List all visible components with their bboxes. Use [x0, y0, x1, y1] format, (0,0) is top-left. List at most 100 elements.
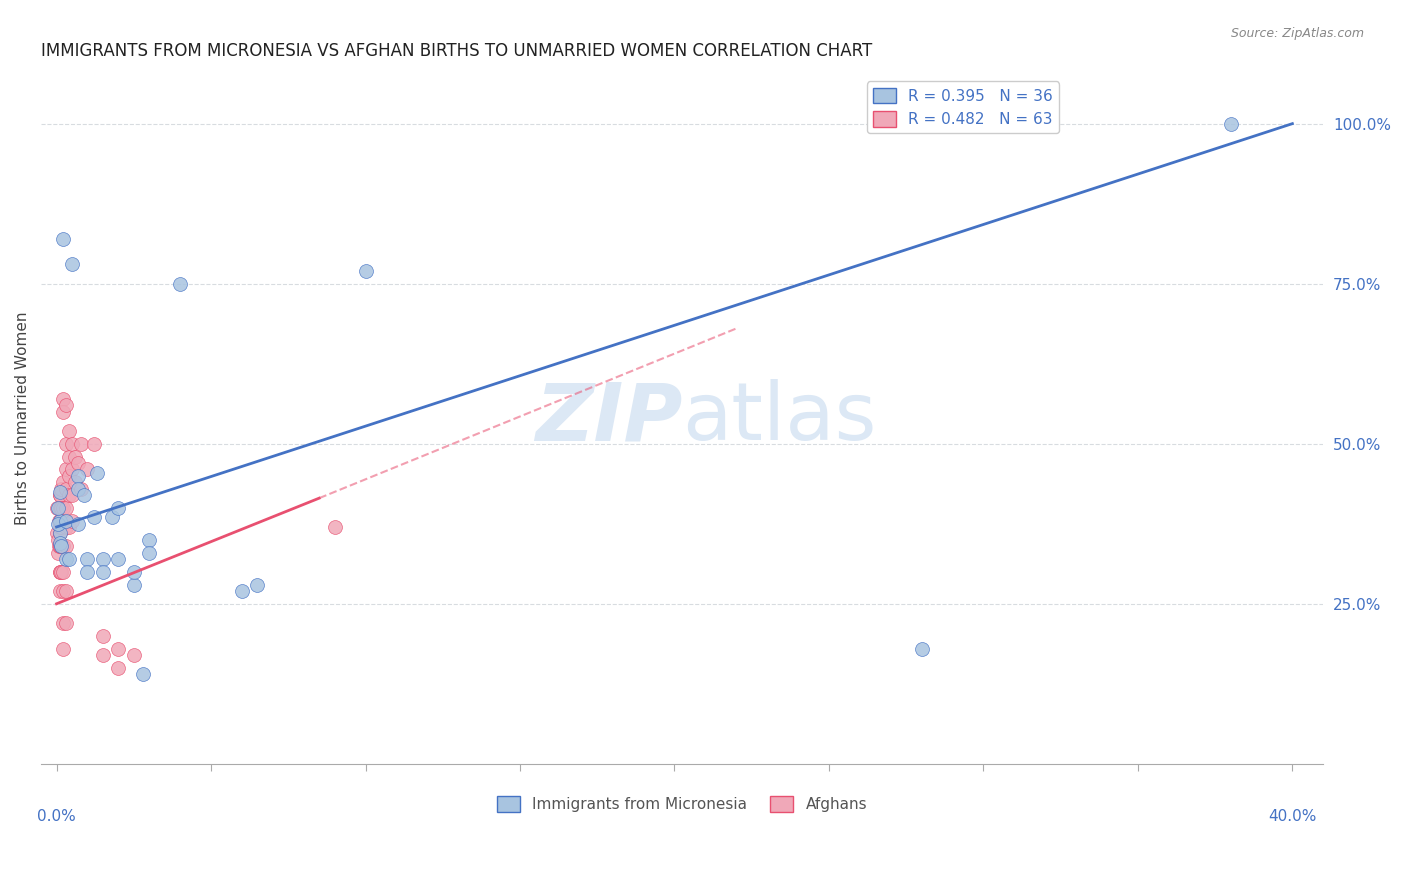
Point: [67, 468, 90, 483]
Point: [48, 514, 70, 528]
Point: [49, 488, 72, 502]
Point: [55, 514, 77, 528]
Point: [101, 510, 124, 524]
Point: [55, 552, 77, 566]
Point: [48, 514, 70, 528]
Point: [138, 533, 160, 547]
Point: [52, 565, 75, 579]
Point: [55, 482, 77, 496]
Point: [58, 450, 80, 464]
Point: [46, 526, 69, 541]
Point: [51, 539, 73, 553]
Point: [83, 436, 105, 450]
Point: [52, 514, 75, 528]
Point: [58, 552, 80, 566]
Point: [49, 520, 72, 534]
Point: [48, 514, 70, 528]
Point: [60, 258, 83, 272]
Point: [55, 462, 77, 476]
Point: [911, 641, 934, 656]
Point: [46, 533, 69, 547]
Point: [51, 565, 73, 579]
Point: [70, 436, 93, 450]
Legend: Immigrants from Micronesia, Afghans: Immigrants from Micronesia, Afghans: [491, 790, 873, 819]
Text: atlas: atlas: [682, 379, 876, 457]
Point: [48, 539, 70, 553]
Point: [58, 424, 80, 438]
Text: 40.0%: 40.0%: [1268, 809, 1316, 824]
Point: [52, 584, 75, 599]
Text: IMMIGRANTS FROM MICRONESIA VS AFGHAN BIRTHS TO UNMARRIED WOMEN CORRELATION CHART: IMMIGRANTS FROM MICRONESIA VS AFGHAN BIR…: [41, 42, 872, 60]
Point: [52, 405, 75, 419]
Point: [55, 500, 77, 515]
Point: [49, 500, 72, 515]
Point: [122, 648, 145, 662]
Point: [48, 526, 70, 541]
Point: [46, 516, 69, 531]
Point: [107, 552, 129, 566]
Point: [52, 392, 75, 406]
Point: [231, 584, 253, 599]
Point: [76, 462, 98, 476]
Point: [55, 436, 77, 450]
Point: [48, 584, 70, 599]
Point: [60, 462, 83, 476]
Point: [55, 584, 77, 599]
Point: [70, 482, 93, 496]
Point: [76, 552, 98, 566]
Point: [86, 466, 108, 480]
Point: [107, 641, 129, 656]
Point: [67, 482, 90, 496]
Point: [91, 629, 114, 643]
Point: [55, 520, 77, 534]
Point: [46, 500, 69, 515]
Point: [52, 641, 75, 656]
Point: [67, 456, 90, 470]
Point: [354, 264, 377, 278]
Point: [51, 500, 73, 515]
Point: [122, 577, 145, 591]
Point: [58, 488, 80, 502]
Point: [169, 277, 191, 291]
Point: [83, 510, 105, 524]
Point: [73, 488, 96, 502]
Point: [48, 488, 70, 502]
Point: [63, 450, 86, 464]
Point: [122, 565, 145, 579]
Point: [91, 552, 114, 566]
Text: ZIP: ZIP: [534, 379, 682, 457]
Y-axis label: Births to Unmarried Women: Births to Unmarried Women: [15, 311, 30, 524]
Point: [58, 468, 80, 483]
Point: [132, 667, 155, 681]
Point: [67, 516, 90, 531]
Point: [48, 526, 70, 541]
Point: [52, 232, 75, 246]
Point: [46, 545, 69, 559]
Point: [91, 648, 114, 662]
Point: [48, 565, 70, 579]
Text: 0.0%: 0.0%: [37, 809, 76, 824]
Point: [60, 514, 83, 528]
Point: [107, 500, 129, 515]
Point: [52, 475, 75, 490]
Point: [52, 539, 75, 553]
Point: [60, 488, 83, 502]
Point: [52, 615, 75, 630]
Point: [49, 565, 72, 579]
Point: [1219, 117, 1241, 131]
Point: [63, 475, 86, 490]
Point: [51, 482, 73, 496]
Point: [48, 536, 70, 550]
Point: [60, 436, 83, 450]
Point: [138, 545, 160, 559]
Point: [76, 565, 98, 579]
Point: [107, 661, 129, 675]
Point: [58, 520, 80, 534]
Point: [51, 539, 73, 553]
Point: [46, 500, 69, 515]
Point: [91, 565, 114, 579]
Point: [52, 500, 75, 515]
Text: Source: ZipAtlas.com: Source: ZipAtlas.com: [1230, 27, 1364, 40]
Point: [48, 539, 70, 553]
Point: [55, 539, 77, 553]
